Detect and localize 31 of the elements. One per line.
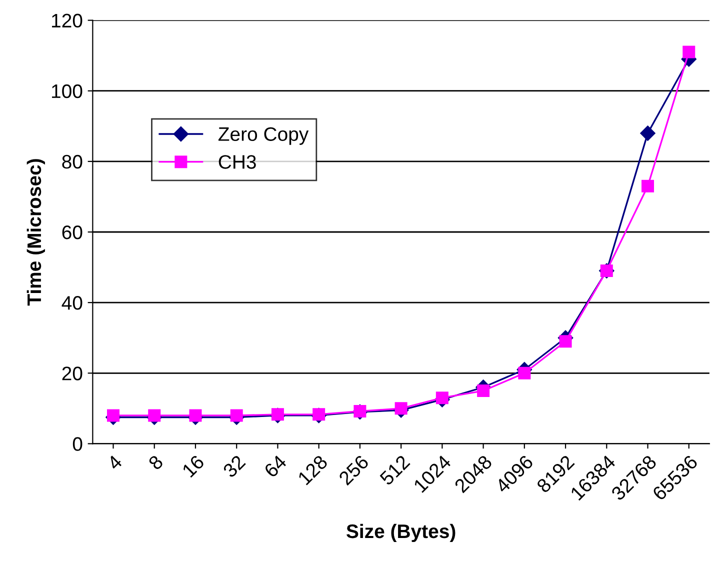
point [312,408,326,421]
y-tick-label: 40 [62,296,82,310]
x-tick-label: 512 [379,454,410,486]
x-tick-label: 8 [148,454,164,471]
x-tick-label: 128 [297,454,328,486]
point [354,404,366,418]
point [477,384,490,398]
point [394,402,408,415]
y-tick-label: 20 [62,366,82,380]
y-tick-label: 100 [52,84,82,98]
legend-label: CH3 [218,155,256,169]
point [642,180,654,192]
point [189,409,202,422]
x-tick-label: 16 [182,454,205,478]
y-axis-title: Time (Microsec) [26,159,45,306]
point [436,392,448,404]
legend-label: Zero Copy [218,127,309,145]
point [559,335,572,348]
x-axis-title: Size (Bytes) [346,524,456,542]
y-tick-label: 80 [62,154,82,169]
x-tick-label: 256 [338,454,370,486]
point [640,126,656,141]
y-tick-label: 120 [52,14,82,28]
point [271,408,284,421]
x-tick-label: 4 [106,454,123,471]
y-tick-label: 60 [62,225,82,240]
x-tick-label: 64 [263,454,288,478]
point [518,366,531,380]
x-tick-label: 32 [222,454,246,478]
y-tick-label: 0 [72,437,82,451]
point [682,46,696,58]
